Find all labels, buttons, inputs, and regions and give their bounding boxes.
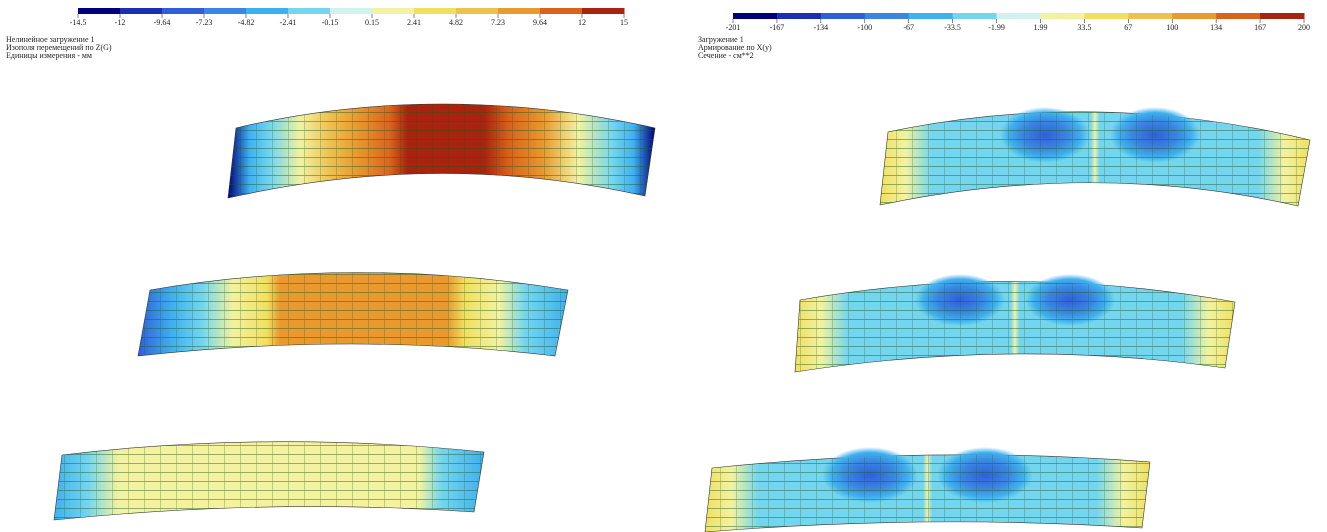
color-swatch: [162, 8, 205, 14]
color-swatch: [909, 13, 953, 19]
color-swatch: [246, 8, 289, 14]
color-swatch: [330, 8, 373, 14]
beam-4: [880, 107, 1310, 206]
color-swatch: [997, 13, 1041, 19]
screen: -14.5 -12 -9.64 -7.23 -4.82 -2.41 -0.15 0.15 2.4…: [0, 0, 1327, 532]
legend-label: 12: [578, 18, 586, 27]
note: Единицы измерения - мм: [6, 51, 92, 60]
color-swatch: [288, 8, 331, 14]
legend-label: 100: [1166, 23, 1178, 32]
color-swatch: [1128, 13, 1172, 19]
beam-5: [795, 274, 1235, 372]
legend-label: 134: [1210, 23, 1222, 32]
legend-label: -134: [814, 23, 829, 32]
legend-label: 15: [620, 18, 628, 27]
beam-1: [228, 104, 655, 198]
color-swatch: [582, 8, 625, 14]
color-swatch: [456, 8, 499, 14]
beam-6: [705, 447, 1150, 532]
legend-label: -67: [903, 23, 914, 32]
color-swatch: [498, 8, 541, 14]
legend-label: -201: [726, 23, 741, 32]
color-swatch: [78, 8, 121, 14]
legend-label: 67: [1124, 23, 1132, 32]
legend-label: 200: [1298, 23, 1310, 32]
legend-label: -33.5: [944, 23, 961, 32]
color-swatch: [1040, 13, 1084, 19]
beam-2: [138, 273, 568, 357]
color-swatch: [540, 8, 583, 14]
color-swatch: [120, 8, 163, 14]
color-swatch: [204, 8, 247, 14]
legend-label: -14.5: [70, 18, 87, 27]
color-swatch: [953, 13, 997, 19]
legend-label: 0.15: [365, 18, 379, 27]
legend-label: -2.41: [280, 18, 297, 27]
legend-label: -0.15: [322, 18, 339, 27]
color-swatch: [777, 13, 821, 19]
color-swatch: [821, 13, 865, 19]
color-swatch: [733, 13, 777, 19]
legend-label: -7.23: [196, 18, 213, 27]
legend-label: 33.5: [1077, 23, 1091, 32]
legend-label: 4.82: [449, 18, 463, 27]
legend-label: 167: [1254, 23, 1266, 32]
beam-3: [54, 442, 484, 520]
legend-label: -100: [857, 23, 872, 32]
note: Сечение - см**2: [698, 51, 754, 60]
legend-label: 7.23: [491, 18, 505, 27]
legend-label: -1.99: [988, 23, 1005, 32]
color-swatch: [1172, 13, 1216, 19]
right-legend: -201 -167 -134 -100 -67 -33.5 -1.99 1.99 33.5 67 1…: [726, 13, 1310, 32]
legend-label: 9.64: [533, 18, 547, 27]
legend-label: -9.64: [154, 18, 171, 27]
color-swatch: [1216, 13, 1260, 19]
color-swatch: [865, 13, 909, 19]
left-legend: -14.5 -12 -9.64 -7.23 -4.82 -2.41 -0.15 0.15 2.4…: [70, 8, 628, 27]
color-swatch: [1084, 13, 1128, 19]
legend-label: -12: [115, 18, 126, 27]
color-swatch: [372, 8, 415, 14]
color-swatch: [1260, 13, 1304, 19]
color-swatch: [414, 8, 457, 14]
legend-label: -4.82: [238, 18, 255, 27]
legend-label: 1.99: [1033, 23, 1047, 32]
legend-label: -167: [770, 23, 785, 32]
legend-label: 2.41: [407, 18, 421, 27]
